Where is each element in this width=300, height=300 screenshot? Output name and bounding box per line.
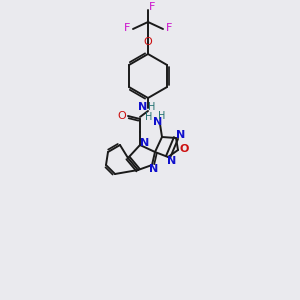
Text: N: N [153, 117, 163, 127]
Text: H: H [158, 111, 166, 121]
Text: F: F [166, 23, 172, 33]
Text: F: F [124, 23, 130, 33]
Text: N: N [149, 164, 159, 174]
Text: O: O [118, 111, 126, 121]
Text: H: H [148, 102, 156, 112]
Text: H: H [145, 112, 153, 122]
Text: N: N [140, 138, 150, 148]
Text: O: O [144, 37, 152, 47]
Text: F: F [149, 2, 155, 12]
Text: N: N [176, 130, 186, 140]
Text: N: N [167, 156, 177, 166]
Text: N: N [138, 102, 148, 112]
Text: O: O [179, 144, 189, 154]
